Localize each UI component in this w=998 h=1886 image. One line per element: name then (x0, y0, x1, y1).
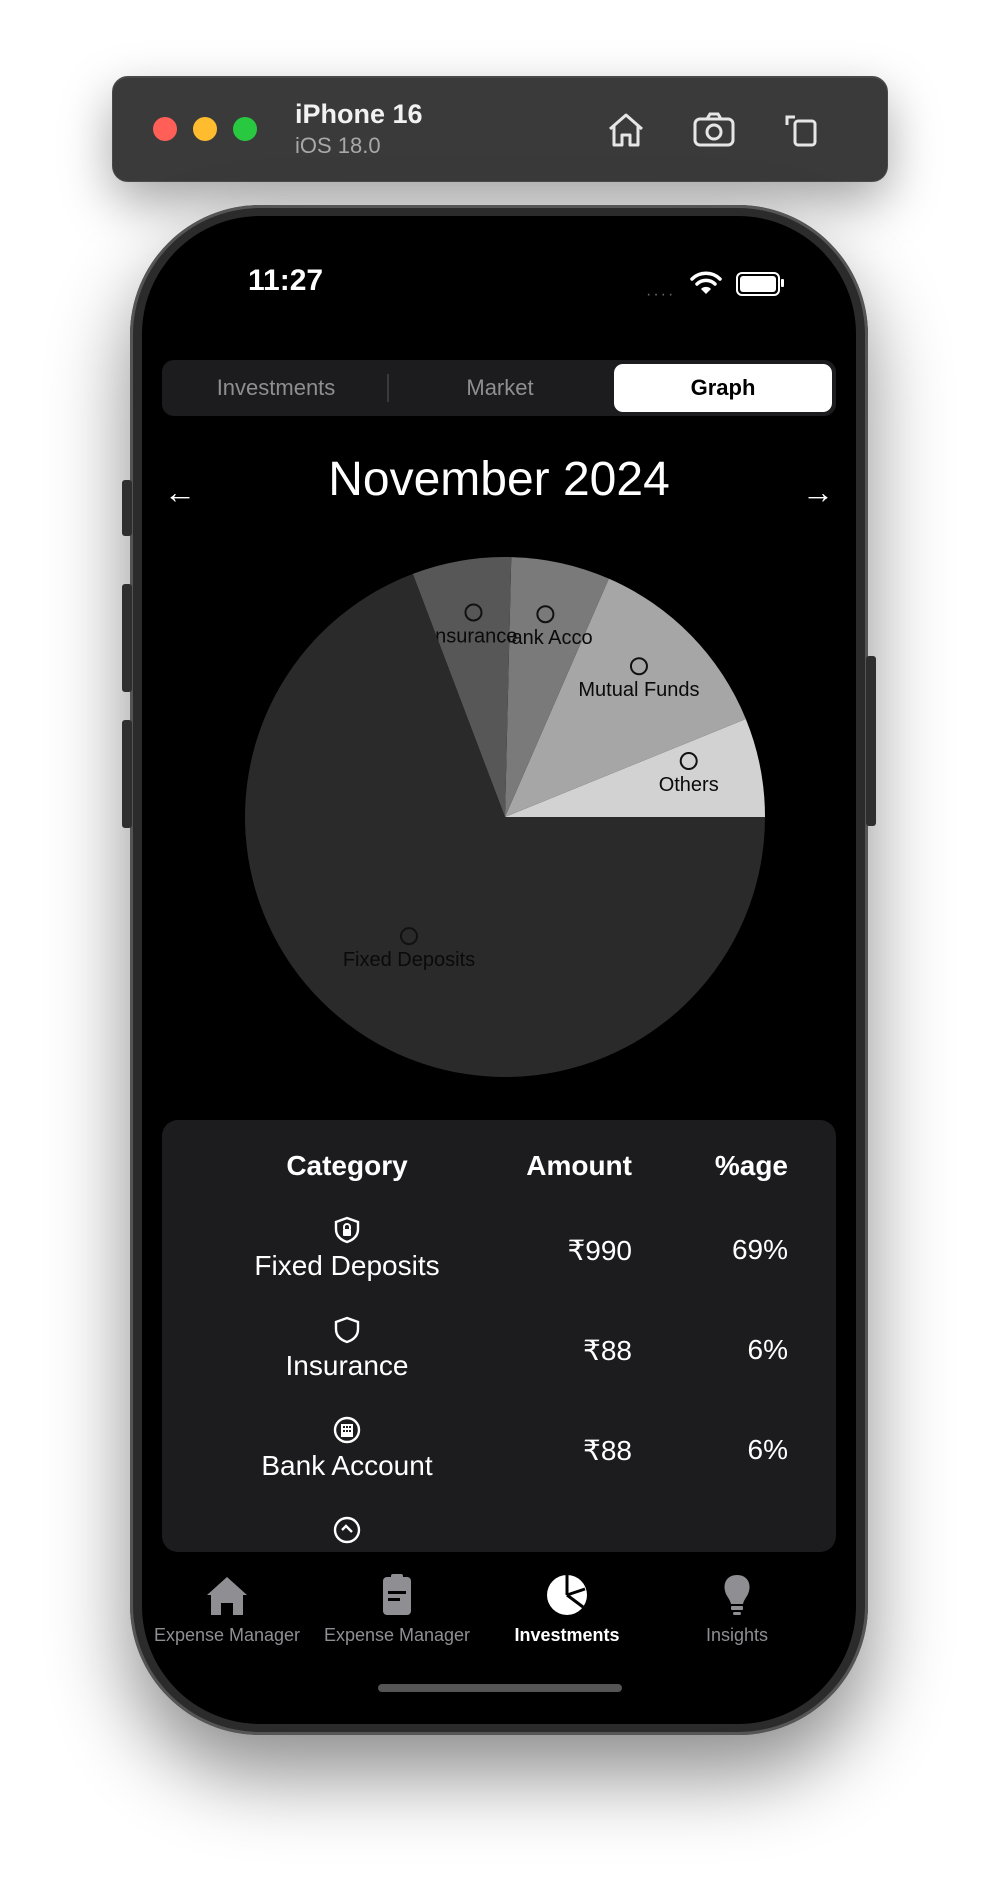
row-percent: 6% (747, 1334, 788, 1365)
tab-expense-manager-home[interactable]: Expense Manager (142, 1571, 312, 1646)
home-button[interactable] (601, 105, 651, 155)
zoom-window-button[interactable] (233, 117, 257, 141)
next-month-button[interactable]: → (802, 474, 834, 510)
shield-icon (334, 1316, 360, 1344)
cellular-signal-icon: ···· (646, 286, 676, 303)
bottom-tab-bar: Expense Manager Expense Manager Investme… (142, 1561, 856, 1681)
wifi-icon (690, 271, 722, 294)
phone-screen: 11:27 ···· Investments Market Graph ← No… (142, 216, 856, 1724)
mutual-funds-icon (333, 1516, 361, 1544)
slice-label: Others (659, 774, 719, 796)
previous-month-button[interactable]: ← (164, 474, 196, 510)
row-category: Fixed Deposits (254, 1250, 440, 1281)
tab-label: Expense Manager (323, 1625, 471, 1645)
simulator-toolbar: iPhone 16 iOS 18.0 (112, 76, 888, 182)
volume-down-button (122, 720, 132, 828)
slice-label: Fixed Deposits (343, 949, 475, 971)
pie-slice-mutual-funds (505, 578, 746, 817)
pie-chart-icon (547, 1575, 587, 1615)
table-row: Insurance ₹88 6% (162, 1316, 836, 1416)
header-category: Category (286, 1150, 408, 1181)
tab-graph[interactable]: Graph (614, 364, 832, 412)
row-category: Bank Account (261, 1450, 433, 1481)
slice-icon (399, 927, 418, 946)
status-time: 11:27 (248, 264, 324, 297)
clipboard-icon (383, 1574, 411, 1615)
home-icon (609, 113, 643, 147)
month-title: November 2024 (328, 453, 670, 506)
bank-building-icon (333, 1416, 361, 1444)
table-row: Fixed Deposits ₹990 69% (162, 1216, 836, 1316)
pie-slice-insurance (412, 557, 512, 817)
slice-icon (679, 752, 698, 771)
row-percent: 69% (731, 1234, 788, 1265)
rotate-button[interactable] (777, 105, 827, 155)
slice-icon (464, 603, 483, 622)
volume-up-button (122, 584, 132, 692)
battery-icon (736, 272, 784, 296)
slice-label: Bank Acco (498, 627, 593, 649)
pie-slice-fixed-deposits (245, 573, 765, 1077)
table-row: Bank Account ₹88 6% (162, 1416, 836, 1516)
lightbulb-icon (724, 1575, 750, 1615)
tab-expense-manager-list[interactable]: Expense Manager (312, 1571, 482, 1646)
action-button (122, 480, 132, 536)
tab-investments[interactable]: Investments (216, 375, 336, 400)
rotate-icon (785, 115, 817, 147)
header-amount: Amount (526, 1150, 632, 1181)
tab-label: Expense Manager (153, 1625, 301, 1645)
slice-icon (629, 657, 648, 676)
close-window-button[interactable] (153, 117, 177, 141)
house-icon (207, 1577, 247, 1615)
tab-market[interactable]: Market (466, 375, 534, 400)
device-name: iPhone 16 (295, 99, 423, 129)
pie-slice-bank-account (505, 557, 609, 817)
segmented-control: Investments Market Graph (162, 360, 836, 416)
row-amount: ₹990 (567, 1235, 632, 1266)
row-amount: ₹88 (583, 1335, 632, 1366)
slice-label: Insurance (430, 625, 518, 647)
minimize-window-button[interactable] (193, 117, 217, 141)
tab-insights[interactable]: Insights (652, 1571, 822, 1646)
shield-lock-icon (334, 1216, 360, 1244)
header-percent: %age (714, 1150, 788, 1181)
tab-label: Investments (514, 1625, 620, 1645)
slice-label: Mutual Funds (578, 679, 699, 701)
os-version: iOS 18.0 (295, 133, 381, 158)
investment-table: Category Amount %age Fixed Deposits ₹990… (162, 1120, 836, 1552)
power-button (866, 656, 876, 826)
segment-divider (387, 374, 389, 402)
tab-investments-bottom[interactable]: Investments (482, 1571, 652, 1646)
pie-slice-others (505, 718, 765, 817)
row-amount: ₹88 (583, 1435, 632, 1466)
row-percent: 6% (747, 1434, 788, 1465)
row-category: Insurance (285, 1350, 409, 1381)
screenshot-button[interactable] (689, 105, 739, 155)
home-indicator (378, 1684, 622, 1692)
tab-label: Insights (705, 1625, 769, 1645)
camera-icon (693, 112, 735, 147)
slice-icon (536, 605, 555, 624)
table-row (162, 1516, 836, 1552)
